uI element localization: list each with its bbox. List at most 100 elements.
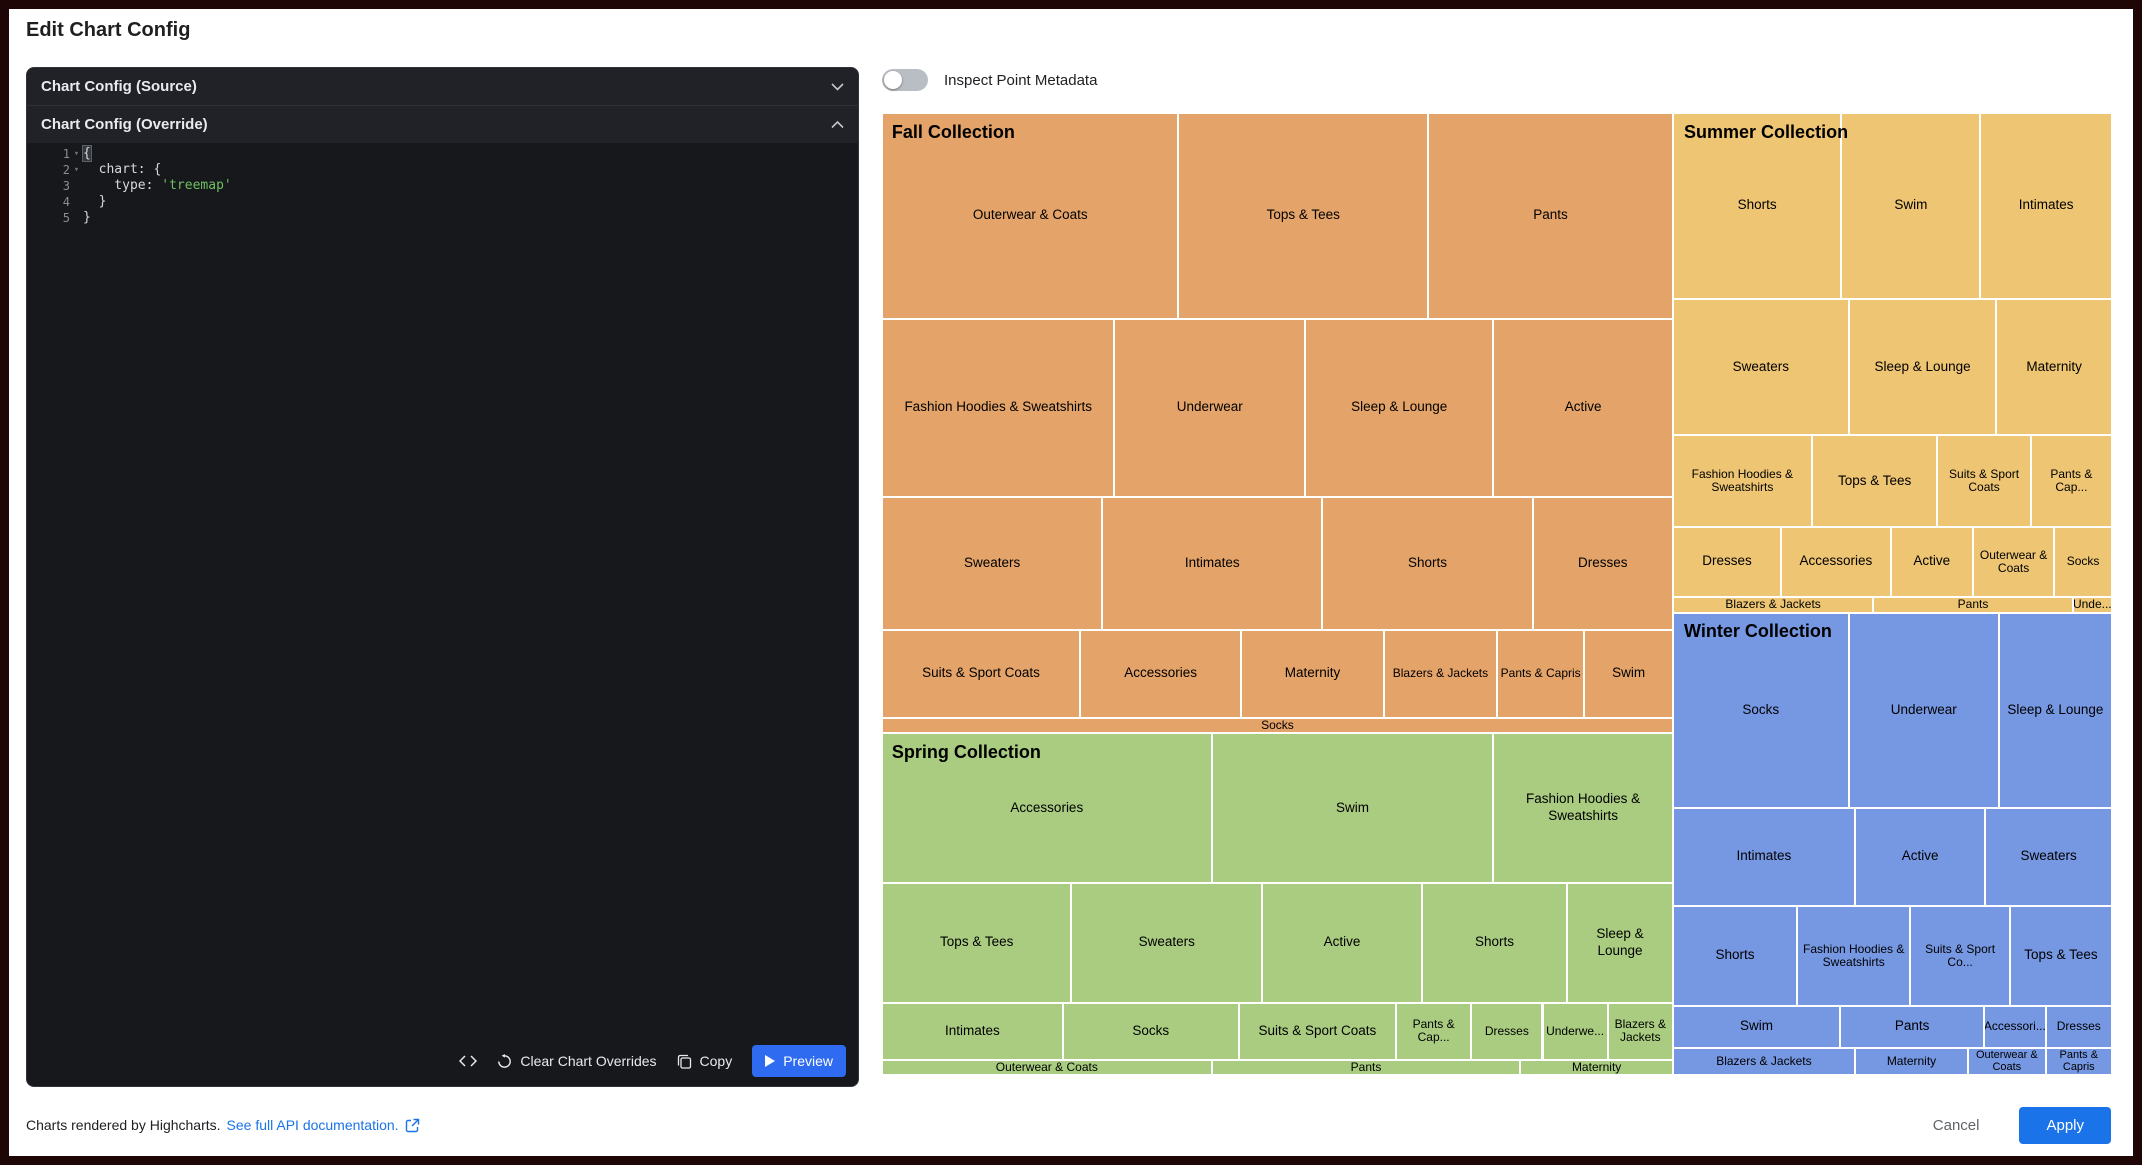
treemap-cell[interactable]: Suits & Sport Coats (1937, 435, 2031, 527)
treemap-cell[interactable]: Active (1854, 807, 1986, 906)
treemap-cell[interactable]: Maternity (1854, 1048, 1969, 1075)
chart-config-panel: Chart Config (Source) Chart Config (Over… (26, 67, 859, 1087)
treemap-cell[interactable]: Socks (2054, 526, 2112, 597)
treemap-cell[interactable]: Accessories (1781, 526, 1891, 597)
treemap-cell[interactable]: Shorts (1672, 113, 1842, 299)
treemap-cell[interactable]: Underwear (1114, 318, 1306, 497)
accordion-chart-config-override[interactable]: Chart Config (Override) (27, 106, 858, 144)
treemap-cell[interactable]: Tops & Tees (882, 882, 1072, 1003)
treemap-cell[interactable]: Socks (1062, 1002, 1239, 1060)
treemap-cell[interactable]: Socks (1672, 613, 1849, 808)
treemap-cell[interactable]: Swim (1841, 113, 1981, 299)
treemap-cell[interactable]: Tops & Tees (1811, 435, 1938, 527)
accordion-source-label: Chart Config (Source) (41, 78, 197, 95)
treemap-cell[interactable]: Pants (1873, 596, 2073, 614)
inspect-metadata-toggle[interactable] (882, 69, 928, 91)
treemap-cell[interactable]: Pants (1428, 113, 1673, 319)
treemap-cell[interactable]: Sleep & Lounge (1305, 318, 1494, 497)
treemap-cell[interactable]: Shorts (1421, 882, 1568, 1003)
treemap-cell[interactable]: Blazers & Jackets (1607, 1002, 1673, 1060)
treemap-cell[interactable]: Maternity (1520, 1059, 1673, 1075)
treemap-cell[interactable]: Pants & Capris (2045, 1048, 2112, 1075)
treemap-cell[interactable]: Sweaters (1672, 298, 1849, 436)
treemap-cell[interactable]: Maternity (1996, 298, 2112, 436)
treemap-cell[interactable]: Tops & Tees (1178, 113, 1429, 319)
page-title: Edit Chart Config (26, 19, 191, 41)
treemap-cell[interactable]: Accessories (882, 733, 1212, 883)
treemap-cell[interactable]: Blazers & Jackets (1672, 596, 1874, 614)
treemap-cell[interactable]: Unde... (2072, 596, 2112, 614)
treemap-cell[interactable]: Underwe... (1542, 1002, 1608, 1060)
treemap-cell[interactable]: Active (1890, 526, 1973, 597)
treemap-cell[interactable]: Swim (1211, 733, 1494, 883)
treemap-cell[interactable]: Accessori... (1984, 1005, 2046, 1049)
treemap-cell[interactable]: Accessories (1080, 629, 1242, 719)
treemap-cell[interactable]: Suits & Sport Coats (882, 629, 1081, 719)
treemap-cell[interactable]: Blazers & Jackets (1672, 1048, 1855, 1075)
preview-button[interactable]: Preview (752, 1045, 846, 1077)
treemap-cell[interactable]: Intimates (882, 1002, 1063, 1060)
clear-overrides-button[interactable]: Clear Chart Overrides (497, 1053, 657, 1069)
fold-caret-icon[interactable]: ▾ (73, 149, 80, 159)
treemap-cell[interactable]: Sleep & Lounge (1848, 298, 1997, 436)
treemap-cell[interactable]: Dresses (1672, 526, 1782, 597)
copy-button[interactable]: Copy (677, 1053, 732, 1069)
api-doc-link[interactable]: See full API documentation. (226, 1117, 399, 1133)
inspect-toggle-label: Inspect Point Metadata (944, 71, 1098, 89)
history-icon (498, 1053, 512, 1068)
treemap-cell[interactable]: Sleep & Lounge (1567, 882, 1673, 1003)
preview-label: Preview (783, 1053, 833, 1069)
treemap-cell[interactable]: Fashion Hoodies & Sweatshirts (882, 318, 1115, 497)
treemap-cell[interactable]: Pants & Cap... (2030, 435, 2112, 527)
footer: Charts rendered by Highcharts. See full … (26, 1117, 420, 1133)
treemap-cell[interactable]: Swim (1672, 1005, 1841, 1049)
treemap-cell[interactable]: Dresses (2045, 1005, 2112, 1049)
code-line: 1 ▾{ (62, 146, 91, 161)
treemap-cell[interactable]: Pants & Cap... (1396, 1002, 1472, 1060)
accordion-chart-config-source[interactable]: Chart Config (Source) (27, 68, 858, 106)
cancel-button[interactable]: Cancel (1927, 1116, 1986, 1135)
chevron-up-icon (831, 120, 844, 129)
treemap-cell[interactable]: Suits & Sport Co... (1910, 905, 2010, 1006)
treemap-cell[interactable]: Sweaters (1071, 882, 1263, 1003)
treemap-cell[interactable]: Pants & Capris (1497, 629, 1585, 719)
treemap-cell[interactable]: Sleep & Lounge (1998, 613, 2112, 808)
treemap-cell[interactable]: Fashion Hoodies & Sweatshirts (1797, 905, 1911, 1006)
treemap-cell[interactable]: Shorts (1322, 496, 1533, 630)
treemap-cell[interactable]: Active (1493, 318, 1673, 497)
accordion-override-label: Chart Config (Override) (41, 116, 208, 133)
treemap-cell[interactable]: Outerwear & Coats (1968, 1048, 2046, 1075)
treemap-cell[interactable]: Dresses (1532, 496, 1673, 630)
chevron-down-icon (831, 83, 844, 91)
treemap-cell[interactable]: Maternity (1241, 629, 1384, 719)
treemap-cell[interactable]: Active (1262, 882, 1422, 1003)
treemap-cell[interactable]: Fashion Hoodies & Sweatshirts (1493, 733, 1673, 883)
treemap-cell[interactable]: Fashion Hoodies & Sweatshirts (1672, 435, 1812, 527)
treemap-cell[interactable]: Swim (1584, 629, 1673, 719)
treemap-cell[interactable]: Outerwear & Coats (882, 113, 1179, 319)
treemap-cell[interactable]: Outerwear & Coats (1973, 526, 2055, 597)
treemap-cell[interactable]: Pants (1840, 1005, 1985, 1049)
treemap-cell[interactable]: Underwear (1848, 613, 1999, 808)
treemap-cell[interactable]: Sweaters (882, 496, 1103, 630)
treemap-cell[interactable]: Intimates (1980, 113, 2112, 299)
fold-caret-icon[interactable]: ▾ (73, 165, 80, 175)
treemap-cell[interactable]: Intimates (1672, 807, 1855, 906)
code-view-icon[interactable] (459, 1055, 478, 1067)
code-editor[interactable]: 1 ▾{2 ▾ chart: {3 type: 'treemap' 4 } 5} (27, 143, 858, 1040)
toggle-knob-icon (884, 71, 902, 89)
treemap-cell[interactable]: Intimates (1102, 496, 1323, 630)
treemap-cell[interactable]: Pants (1211, 1059, 1521, 1075)
treemap-cell[interactable]: Shorts (1672, 905, 1798, 1006)
external-link-icon[interactable] (405, 1118, 420, 1133)
treemap-cell[interactable]: Suits & Sport Coats (1238, 1002, 1397, 1060)
apply-button[interactable]: Apply (2019, 1107, 2111, 1144)
treemap-cell[interactable]: Outerwear & Coats (882, 1059, 1212, 1075)
treemap-cell[interactable]: Sweaters (1985, 807, 2112, 906)
treemap-cell[interactable]: Tops & Tees (2009, 905, 2112, 1006)
treemap-cell[interactable]: Dresses (1471, 1002, 1543, 1060)
edit-chart-config-dialog: Edit Chart Config Chart Config (Source) … (9, 9, 2133, 1156)
treemap: Outerwear & Coats Tops & Tees Pants Fashion… (882, 113, 2112, 1075)
treemap-cell[interactable]: Socks (882, 718, 1673, 734)
treemap-cell[interactable]: Blazers & Jackets (1383, 629, 1497, 719)
